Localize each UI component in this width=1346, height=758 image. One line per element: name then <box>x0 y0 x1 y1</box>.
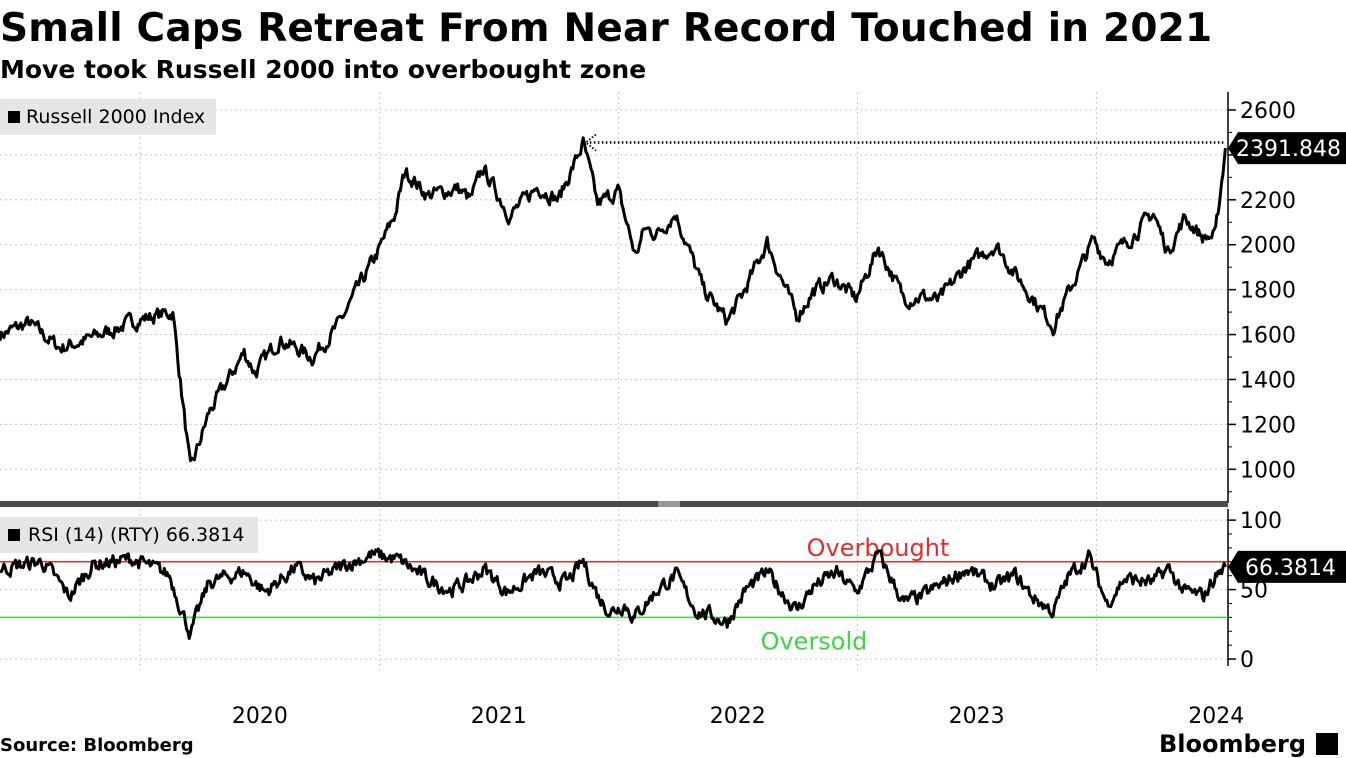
bloomberg-logo: Bloomberg <box>1159 730 1306 758</box>
index-tick-label: 2000 <box>1240 234 1296 259</box>
overbought-label: Overbought <box>807 534 950 562</box>
source-note: Source: Bloomberg <box>0 735 194 756</box>
index-last-value-marker <box>1228 132 1346 165</box>
index-legend-swatch <box>8 111 20 123</box>
x-axis-year-label: 2023 <box>949 704 1005 729</box>
index-tick-label: 1400 <box>1240 368 1296 393</box>
panel-divider <box>0 501 1228 507</box>
russell-2000-line <box>0 136 1227 463</box>
rsi-tick-label: 0 <box>1240 648 1254 673</box>
rsi-line <box>0 547 1227 640</box>
panel-divider-grip <box>658 501 680 507</box>
index-tick-label: 2600 <box>1240 99 1296 124</box>
index-legend-box <box>0 99 216 135</box>
rsi-legend-box <box>0 517 258 553</box>
record-reference-arrow <box>584 133 597 152</box>
chart-subtitle: Move took Russell 2000 into overbought z… <box>0 55 647 84</box>
index-tick-label: 1800 <box>1240 279 1296 304</box>
x-axis-year-label: 2020 <box>232 704 288 729</box>
rsi-last-value-label: 66.3814 <box>1245 556 1336 581</box>
index-tick-label: 1000 <box>1240 458 1296 483</box>
chart-title: Small Caps Retreat From Near Record Touc… <box>0 6 1213 51</box>
index-legend-label: Russell 2000 Index <box>26 106 205 128</box>
index-tick-label: 1200 <box>1240 413 1296 438</box>
rsi-legend-label: RSI (14) (RTY) 66.3814 <box>28 524 244 546</box>
rsi-last-value-marker <box>1228 550 1346 583</box>
index-last-value-label: 2391.848 <box>1236 137 1341 162</box>
chart-area: 260024002200200018001600140012001000 Rus… <box>0 92 1346 729</box>
x-axis-year-label: 2021 <box>471 704 527 729</box>
rsi-tick-label: 100 <box>1240 509 1282 534</box>
x-axis-year-label: 2022 <box>710 704 766 729</box>
x-axis-year-label: 2024 <box>1188 704 1244 729</box>
index-tick-label: 1600 <box>1240 324 1296 349</box>
bloomberg-terminal-icon <box>1316 733 1338 755</box>
index-tick-label: 2200 <box>1240 189 1296 214</box>
oversold-label: Oversold <box>761 627 868 655</box>
index-panel: 260024002200200018001600140012001000 Rus… <box>0 92 1346 670</box>
rsi-legend-swatch <box>8 529 20 541</box>
